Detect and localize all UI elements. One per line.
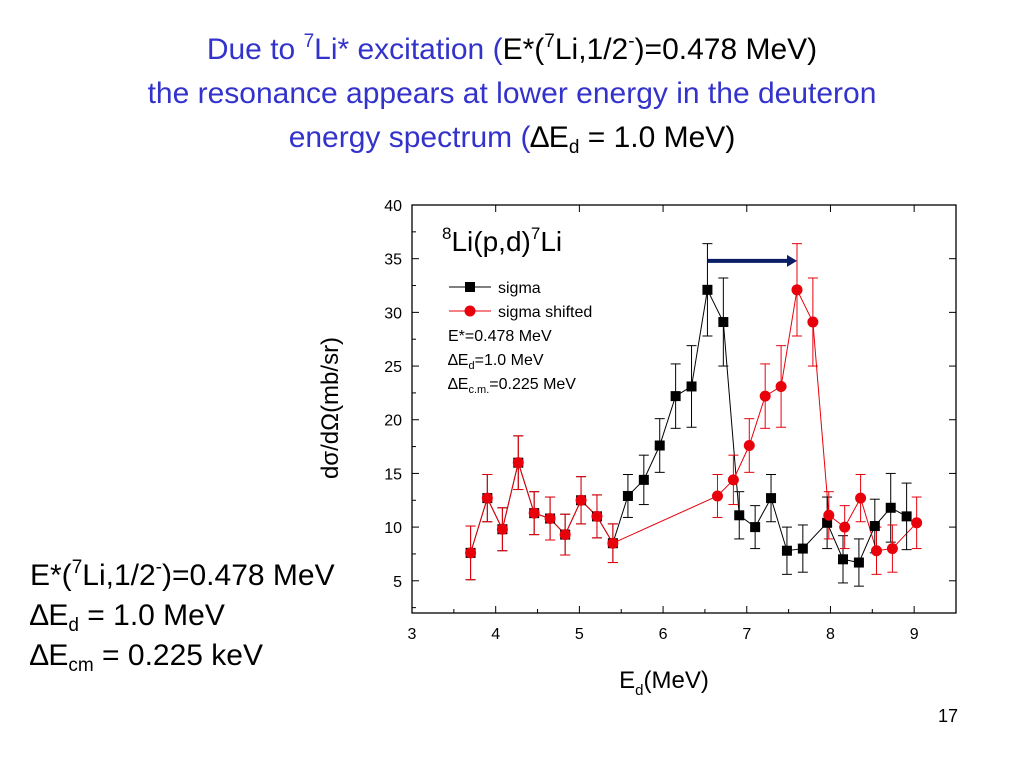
legend-note-excitation: E*=0.478 MeV bbox=[448, 328, 552, 345]
legend-marker-sigma bbox=[465, 282, 475, 292]
data-point-sigma-shifted-3 bbox=[512, 457, 524, 469]
data-point-sigma-shifted-11 bbox=[727, 474, 739, 486]
data-point-sigma-shifted-7 bbox=[575, 494, 587, 506]
y-tick-label-30: 30 bbox=[384, 305, 402, 322]
data-point-sigma-shifted-22 bbox=[911, 517, 923, 529]
y-tick-label-25: 25 bbox=[384, 359, 402, 376]
data-point-sigma-shifted-21 bbox=[886, 543, 898, 555]
axis-ticks: 3 4 5 6 7 8 9 5 10 15 20 25 30 35 40 bbox=[384, 198, 957, 643]
y-tick-label-5: 5 bbox=[393, 574, 402, 591]
data-point-sigma-shifted-2 bbox=[496, 523, 508, 535]
data-point-sigma-22 bbox=[822, 517, 833, 528]
legend-label-sigma-shifted: sigma shifted bbox=[498, 304, 592, 321]
x-tick-label-9: 9 bbox=[910, 626, 919, 643]
x-axis-label: Ed(MeV) bbox=[619, 667, 709, 699]
data-point-sigma-19 bbox=[766, 493, 777, 504]
data-point-sigma-shifted-4 bbox=[528, 507, 540, 519]
x-tick-label-3: 3 bbox=[408, 626, 417, 643]
x-tick-label-4: 4 bbox=[491, 626, 500, 643]
x-tick-label-5: 5 bbox=[575, 626, 584, 643]
y-tick-label-15: 15 bbox=[384, 466, 402, 483]
plot-frame bbox=[411, 204, 957, 614]
summary-line-delta-ecm: ∆Ecm = 0.225 keV bbox=[30, 639, 263, 676]
data-point-sigma-27 bbox=[901, 511, 912, 522]
y-tick-label-10: 10 bbox=[384, 520, 402, 537]
y-axis-label: dσ/dΩ(mb/sr) bbox=[317, 337, 344, 479]
data-point-sigma-shifted-1 bbox=[481, 492, 493, 504]
data-point-sigma-shifted-0 bbox=[465, 547, 477, 559]
data-point-sigma-12 bbox=[654, 440, 665, 451]
legend-label-sigma: sigma bbox=[498, 280, 541, 297]
data-point-sigma-20 bbox=[781, 545, 792, 556]
x-tick-label-8: 8 bbox=[826, 626, 835, 643]
data-point-sigma-13 bbox=[670, 391, 681, 402]
y-tick-label-20: 20 bbox=[384, 413, 402, 430]
data-point-sigma-11 bbox=[638, 474, 649, 485]
title-line-2: the resonance appears at lower energy in… bbox=[147, 77, 877, 110]
title-line-1: Due to 7Li* excitation (E*(7Li,1/2-)=0.4… bbox=[206, 31, 818, 66]
title-line-3: energy spectrum (∆Ed = 1.0 MeV) bbox=[288, 121, 736, 158]
data-point-sigma-23 bbox=[838, 554, 849, 565]
reaction-label: 8Li(p,d)7Li bbox=[442, 224, 562, 257]
legend-marker-sigma-shifted bbox=[464, 305, 476, 317]
data-point-sigma-24 bbox=[853, 557, 864, 568]
shift-arrow-head bbox=[786, 254, 797, 267]
x-tick-label-7: 7 bbox=[742, 626, 751, 643]
data-point-sigma-25 bbox=[869, 521, 880, 532]
excitation-summary: E*(7Li,1/2-)=0.478 MeV ∆Ed = 1.0 MeV ∆Ec… bbox=[30, 556, 335, 676]
page-number: 17 bbox=[938, 706, 959, 726]
slide-title: Due to 7Li* excitation (E*(7Li,1/2-)=0.4… bbox=[0, 28, 1024, 160]
data-point-sigma-shifted-10 bbox=[711, 490, 723, 502]
data-markers bbox=[465, 284, 923, 568]
data-point-sigma-14 bbox=[686, 381, 697, 392]
data-point-sigma-shifted-16 bbox=[807, 316, 819, 328]
x-tick-label-6: 6 bbox=[659, 626, 668, 643]
data-point-sigma-shifted-17 bbox=[823, 509, 835, 521]
title-delta-ed: ∆Ed = 1.0 MeV) bbox=[530, 121, 736, 158]
data-point-sigma-shifted-12 bbox=[743, 440, 755, 452]
data-point-sigma-shifted-18 bbox=[839, 521, 851, 533]
data-point-sigma-shifted-14 bbox=[775, 380, 787, 392]
legend-note-delta-ecm: ∆Ec.m.=0.225 MeV bbox=[448, 376, 576, 396]
data-point-sigma-shifted-20 bbox=[870, 545, 882, 557]
data-point-sigma-17 bbox=[734, 510, 745, 521]
data-point-sigma-18 bbox=[750, 522, 761, 533]
data-point-sigma-shifted-9 bbox=[607, 537, 619, 549]
title-excitation-energy: E*(7Li,1/2-)=0.478 MeV) bbox=[502, 31, 818, 66]
summary-line-delta-ed: ∆Ed = 1.0 MeV bbox=[30, 599, 225, 636]
data-point-sigma-21 bbox=[797, 543, 808, 554]
data-point-sigma-10 bbox=[622, 490, 633, 501]
data-point-sigma-shifted-8 bbox=[591, 510, 603, 522]
data-point-sigma-shifted-5 bbox=[544, 513, 556, 525]
data-point-sigma-26 bbox=[885, 502, 896, 513]
legend: sigma sigma shifted E*=0.478 MeV ∆Ed=1.0… bbox=[448, 280, 592, 396]
data-point-sigma-shifted-15 bbox=[791, 284, 803, 296]
data-point-sigma-shifted-6 bbox=[559, 529, 571, 541]
y-tick-label-40: 40 bbox=[384, 198, 402, 215]
y-tick-label-35: 35 bbox=[384, 252, 402, 269]
summary-line-excitation: E*(7Li,1/2-)=0.478 MeV bbox=[30, 557, 335, 592]
data-point-sigma-shifted-13 bbox=[759, 390, 771, 402]
data-point-sigma-16 bbox=[718, 317, 729, 328]
data-point-sigma-shifted-19 bbox=[855, 492, 867, 504]
data-point-sigma-15 bbox=[702, 284, 713, 295]
legend-note-delta-ed: ∆Ed=1.0 MeV bbox=[448, 352, 544, 372]
